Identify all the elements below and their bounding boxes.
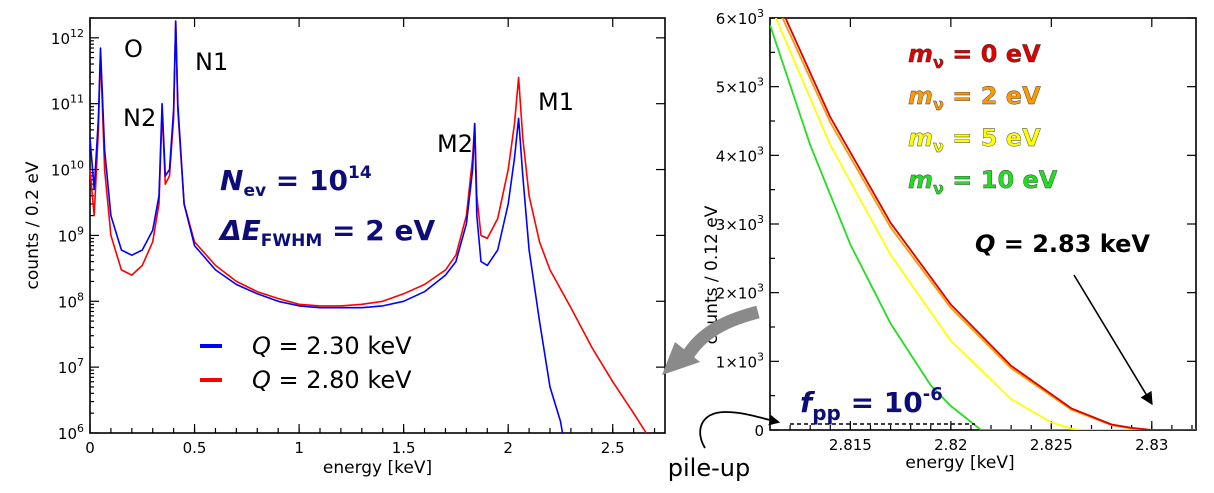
- peak-label-o: O: [124, 35, 143, 63]
- q-arrow: [1073, 274, 1153, 406]
- right-y-tick-label: 4×103: [716, 144, 764, 165]
- right-y-tick-label: 6×103: [716, 7, 764, 28]
- right-series-line: [784, 18, 1196, 430]
- right-x-tick-label: 2.825: [1030, 436, 1073, 454]
- left-y-tick-label: 106: [58, 422, 84, 443]
- left-chart: 0 0.5 1 1.5 2 2.5 106 107 108 109 1010 1011 1012 ener…: [23, 17, 666, 478]
- peak-label-n1: N1: [195, 48, 228, 76]
- right-x-axis-label: energy [keV]: [905, 453, 1014, 473]
- left-y-tick-label: 108: [58, 290, 84, 311]
- zoom-arrow-head: [662, 342, 700, 375]
- pile-up-arrow: [699, 411, 781, 449]
- right-legend-label: mν = 2 eV: [908, 82, 1041, 114]
- left-legend-label: Q = 2.30 keV: [252, 332, 412, 360]
- left-x-tick-label: 0.5: [183, 439, 207, 457]
- resolution-label: ΔEFWHM = 2 eV: [218, 214, 435, 251]
- right-y-tick-label: 0: [754, 422, 764, 440]
- left-y-tick-label: 1012: [51, 27, 84, 48]
- peak-label-n2: N2: [123, 104, 156, 132]
- pile-up-label: pile-up: [668, 454, 750, 482]
- left-series-line: [89, 20, 564, 434]
- right-x-tick-label: 2.815: [829, 436, 872, 454]
- q-endpoint-label: Q = 2.83 keV: [975, 230, 1150, 258]
- peak-label-m1: M1: [538, 88, 574, 116]
- left-x-tick-label: 1.5: [392, 439, 416, 457]
- fpp-label: fpp = 10-6: [800, 384, 943, 425]
- peak-label-m2: M2: [437, 130, 473, 158]
- right-x-tick-label: 2.82: [934, 436, 967, 454]
- left-x-tick-label: 2: [503, 439, 513, 457]
- left-y-tick-label: 1010: [51, 159, 84, 180]
- left-legend-label: Q = 2.80 keV: [252, 366, 412, 394]
- left-y-axis-label: counts / 0.2 eV: [23, 161, 43, 289]
- left-y-tick-label: 1011: [51, 93, 84, 114]
- left-series-line: [89, 20, 647, 434]
- left-x-tick-label: 2.5: [601, 439, 625, 457]
- n-events-label: Nev = 1014: [220, 163, 372, 201]
- figure-annotations: pile-up: [662, 305, 781, 482]
- right-y-tick-label: 5×103: [716, 76, 764, 97]
- right-legend-label: mν = 0 eV: [908, 40, 1041, 72]
- right-series-line: [774, 18, 1196, 430]
- left-x-tick-label: 0: [85, 439, 95, 457]
- right-y-tick-label: 2×103: [716, 282, 764, 303]
- right-y-tick-label: 1×103: [716, 350, 764, 371]
- right-x-tick-label: 2.83: [1135, 436, 1168, 454]
- left-x-tick-label: 1: [294, 439, 304, 457]
- right-series-line: [770, 24, 1196, 430]
- left-x-axis-label: energy [keV]: [323, 458, 432, 478]
- right-series-group: [770, 18, 1196, 430]
- left-plot-frame: [89, 17, 666, 434]
- left-y-tick-label: 109: [58, 224, 84, 245]
- right-y-tick-label: 3×103: [716, 213, 764, 234]
- right-plot-frame: [769, 17, 1197, 431]
- left-y-tick-label: 107: [58, 356, 84, 377]
- right-legend-label: mν = 5 eV: [908, 124, 1041, 156]
- zoom-arrow-shaft: [682, 305, 760, 359]
- right-legend-label: mν = 10 eV: [908, 166, 1058, 198]
- right-y-axis-label: counts / 0.12 eV: [702, 205, 722, 344]
- right-chart: 2.815 2.82 2.825 2.83 0 1×103 2×103 3×103 4×103 5…: [702, 7, 1197, 473]
